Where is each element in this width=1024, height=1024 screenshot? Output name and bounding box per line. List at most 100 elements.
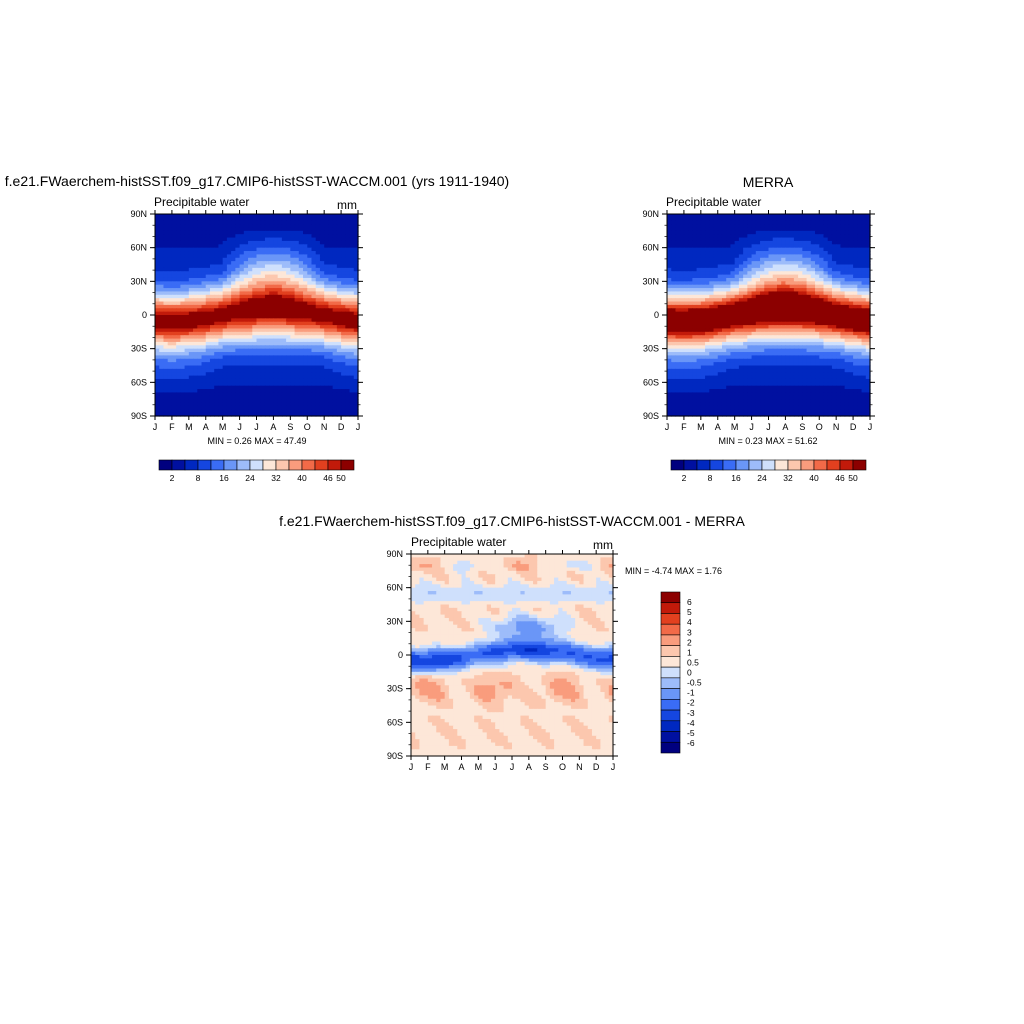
contour-cell <box>256 301 262 306</box>
contour-cell <box>345 227 351 232</box>
contour-cell <box>231 345 236 350</box>
contour-cell <box>709 318 715 323</box>
contour-cell <box>853 328 858 333</box>
contour-cell <box>226 328 232 333</box>
contour-cell <box>353 335 359 340</box>
contour-cell <box>789 325 795 330</box>
contour-cell <box>705 267 710 272</box>
contour-cell <box>349 405 355 410</box>
contour-cell <box>290 291 296 296</box>
contour-cell <box>286 341 291 346</box>
contour-cell <box>692 281 698 286</box>
contour-cell <box>730 304 736 309</box>
contour-cell <box>709 261 715 266</box>
contour-cell <box>252 315 258 319</box>
contour-cell <box>781 220 787 225</box>
contour-cell <box>197 338 203 343</box>
contour-cell <box>332 345 338 350</box>
contour-cell <box>167 412 173 417</box>
contour-cell <box>307 382 313 387</box>
contour-cell <box>298 291 304 296</box>
contour-cell <box>155 234 160 239</box>
contour-cell <box>184 271 190 276</box>
contour-cell <box>248 311 253 316</box>
contour-cell <box>810 348 816 353</box>
contour-cell <box>721 230 727 235</box>
contour-cell <box>167 328 173 333</box>
contour-cell <box>193 365 198 370</box>
contour-cell <box>336 409 342 414</box>
contour-cell <box>281 240 287 245</box>
panel-model-variable-label: Precipitable water <box>154 195 249 209</box>
contour-cell <box>857 341 863 346</box>
contour-cell <box>163 277 169 282</box>
contour-cell <box>336 321 342 326</box>
contour-cell <box>688 240 693 245</box>
contour-cell <box>683 318 689 323</box>
contour-cell <box>231 375 236 380</box>
contour-cell <box>328 304 334 309</box>
contour-cell <box>789 304 795 309</box>
contour-cell <box>840 281 846 286</box>
contour-cell <box>243 261 249 266</box>
contour-cell <box>713 308 719 313</box>
contour-cell <box>781 294 787 299</box>
contour-cell <box>349 372 355 377</box>
contour-cell <box>243 230 249 235</box>
contour-cell <box>214 355 220 360</box>
contour-cell <box>184 304 190 309</box>
contour-cell <box>810 274 816 279</box>
contour-cell <box>730 352 736 356</box>
contour-cell <box>848 220 854 225</box>
contour-cell <box>180 412 186 417</box>
contour-cell <box>290 375 296 380</box>
contour-cell <box>188 412 194 417</box>
contour-cell <box>696 308 702 313</box>
contour-cell <box>836 341 841 346</box>
contour-cell <box>294 321 300 326</box>
contour-cell <box>815 298 820 303</box>
contour-cell <box>286 304 291 309</box>
contour-cell <box>823 321 829 326</box>
contour-cell <box>226 385 232 390</box>
contour-cell <box>188 240 194 245</box>
contour-cell <box>683 214 689 218</box>
contour-cell <box>743 318 748 323</box>
contour-cell <box>747 311 753 316</box>
contour-cell <box>675 284 681 289</box>
contour-cell <box>294 355 300 360</box>
contour-cell <box>222 315 228 319</box>
contour-cell <box>184 328 190 333</box>
contour-cell <box>180 331 186 336</box>
contour-cell <box>167 224 173 229</box>
contour-cell <box>281 338 287 343</box>
contour-cell <box>345 372 351 377</box>
contour-cell <box>700 254 706 259</box>
contour-cell <box>171 409 177 414</box>
contour-cell <box>235 335 241 340</box>
contour-cell <box>764 301 770 306</box>
contour-cell <box>831 321 837 326</box>
contour-cell <box>717 230 723 235</box>
contour-cell <box>307 385 313 390</box>
contour-cell <box>341 358 346 363</box>
contour-cell <box>793 264 799 269</box>
contour-cell <box>760 227 765 232</box>
contour-cell <box>281 402 287 407</box>
contour-cell <box>827 318 833 323</box>
contour-cell <box>709 227 715 232</box>
contour-cell <box>184 284 190 289</box>
contour-cell <box>827 331 833 336</box>
contour-cell <box>341 328 346 333</box>
contour-cell <box>188 378 194 383</box>
contour-cell <box>726 345 732 350</box>
contour-cell <box>696 335 702 340</box>
contour-cell <box>277 399 283 404</box>
contour-cell <box>311 358 317 363</box>
contour-cell <box>857 328 863 333</box>
contour-cell <box>159 254 165 259</box>
contour-cell <box>802 247 808 252</box>
contour-cell <box>155 338 160 343</box>
contour-cell <box>738 345 744 350</box>
contour-cell <box>815 341 820 346</box>
